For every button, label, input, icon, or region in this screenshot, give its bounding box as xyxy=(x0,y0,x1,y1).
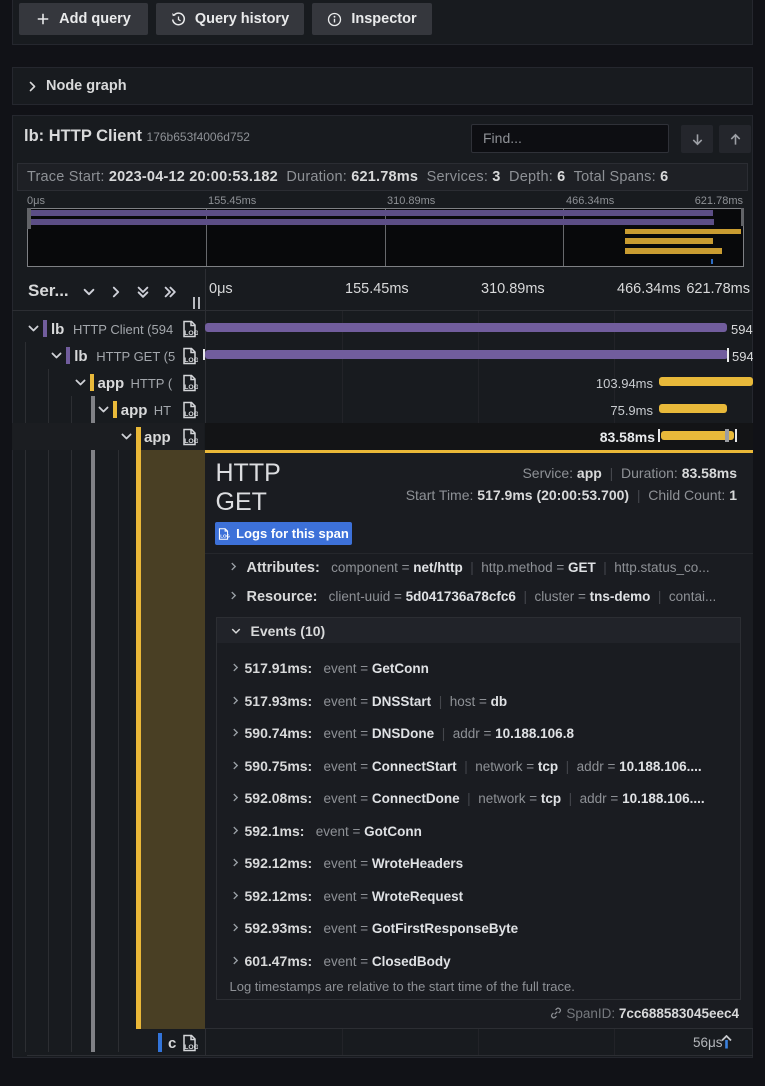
svg-text:LOG: LOG xyxy=(184,411,198,418)
svg-text:LOG: LOG xyxy=(184,330,198,337)
svg-text:LOG: LOG xyxy=(184,438,198,445)
svg-text:LOG: LOG xyxy=(220,533,230,538)
svg-text:LOG: LOG xyxy=(184,384,198,391)
svg-text:LOG: LOG xyxy=(184,1044,198,1051)
svg-text:LOG: LOG xyxy=(184,357,198,364)
